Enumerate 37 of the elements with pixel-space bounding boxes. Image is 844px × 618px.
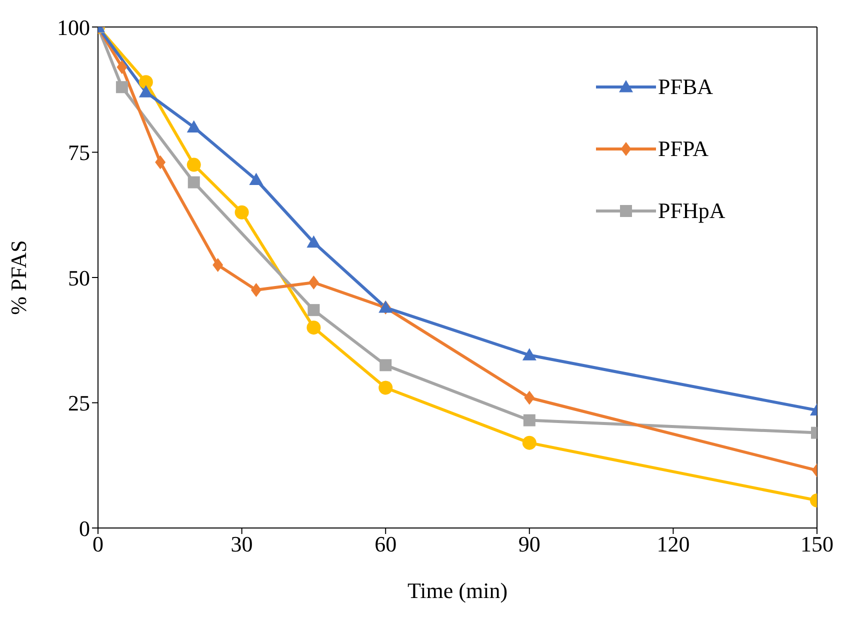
x-tick-label: 90 [518, 532, 540, 557]
point [138, 75, 153, 90]
legend-label: PFBA [658, 74, 714, 100]
y-tick-label: 0 [79, 516, 90, 541]
point [234, 205, 249, 220]
point [380, 359, 392, 372]
point [116, 60, 128, 74]
x-tick-label: 30 [230, 532, 253, 557]
y-tick-label: 75 [68, 140, 90, 166]
y-axis-title: % PFAS [6, 240, 31, 315]
point [308, 304, 320, 316]
x-tick-label: 120 [656, 532, 690, 557]
point [186, 158, 201, 172]
point [249, 172, 264, 186]
point [138, 85, 153, 98]
point [524, 390, 535, 405]
y-tick-label: 25 [68, 390, 90, 416]
x-tick-label: 60 [374, 532, 397, 557]
point [186, 120, 201, 132]
point [250, 283, 262, 298]
point [212, 258, 224, 272]
y-tick-label: 100 [57, 14, 90, 40]
x-axis-title: Time (min) [407, 578, 508, 603]
point [378, 380, 393, 395]
point [188, 176, 200, 188]
legend-label: PFPA [658, 136, 709, 162]
point [306, 320, 321, 335]
point [522, 348, 536, 360]
point [155, 155, 166, 170]
point [522, 436, 536, 450]
point [523, 414, 536, 426]
legend-label: PFHpA [658, 198, 726, 224]
x-tick-label: 150 [800, 532, 834, 557]
point [308, 276, 319, 290]
point [116, 81, 128, 94]
point [306, 235, 321, 248]
y-tick-label: 50 [68, 265, 90, 290]
